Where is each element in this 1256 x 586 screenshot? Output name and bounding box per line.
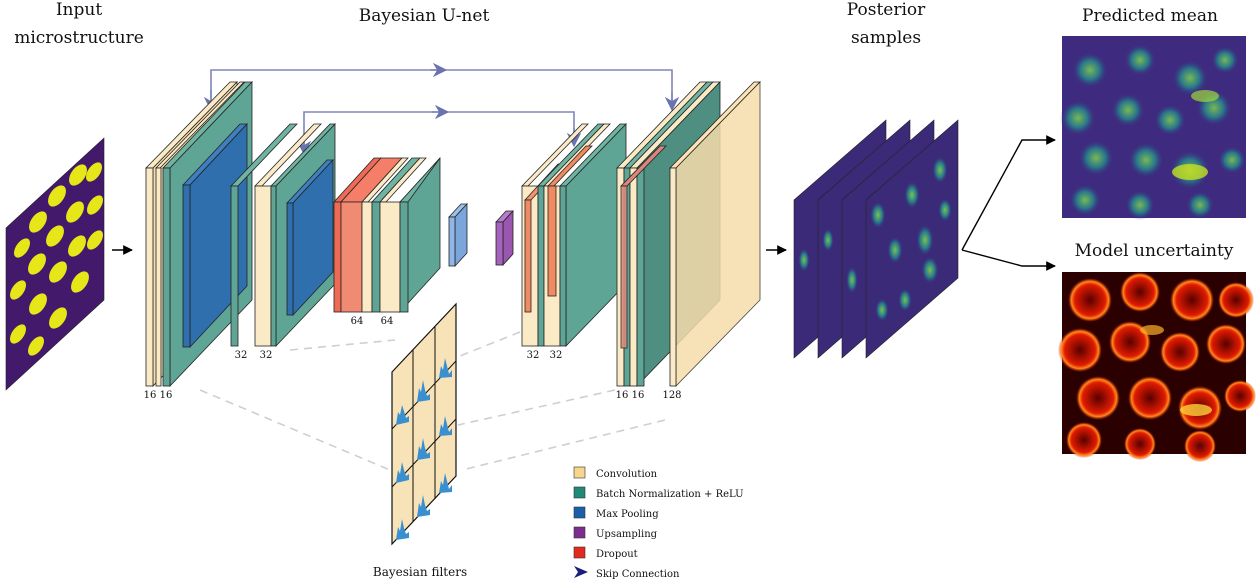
- encoder-block-2-labels: 32 32: [235, 350, 273, 361]
- input-title-line1: Input: [56, 0, 102, 20]
- dec2-label-b: 32: [550, 350, 563, 361]
- enc2-label-a: 32: [235, 350, 248, 361]
- filter-guide-lines: [199, 331, 666, 471]
- filters-title: Bayesian filters: [373, 565, 467, 579]
- enc1-label-a: 16: [144, 390, 157, 401]
- mean-title: Predicted mean: [1082, 6, 1218, 26]
- dec2-label-a: 32: [527, 350, 540, 361]
- output-arrows: [961, 135, 1056, 271]
- legend-label-batchnorm: Batch Normalization + ReLU: [596, 489, 744, 500]
- encoder-block-1-labels: 16 16: [144, 390, 173, 401]
- legend-item-maxpool: Max Pooling: [573, 506, 659, 520]
- legend-item-convolution: Convolution: [573, 466, 658, 480]
- mid-label-a: 64: [351, 316, 364, 327]
- posterior-title-line1: Posterior: [847, 0, 926, 20]
- uncertainty-title: Model uncertainty: [1075, 241, 1234, 261]
- legend-item-dropout: Dropout: [573, 546, 638, 560]
- upsample-small: [495, 209, 514, 267]
- predicted-mean-image: [1060, 36, 1246, 220]
- bottleneck-block: [333, 156, 441, 314]
- network-title: Bayesian U-net: [359, 6, 490, 26]
- arrowhead-icon: [574, 566, 588, 578]
- model-uncertainty-image: [1058, 272, 1256, 462]
- skip-connection-outer: [203, 62, 680, 112]
- input-microstructure-image: [5, 137, 105, 391]
- mid-label-b: 64: [381, 316, 394, 327]
- dec1-label-a: 16: [616, 390, 629, 401]
- posterior-samples-stack: [793, 119, 959, 359]
- enc1-label-b: 16: [160, 390, 173, 401]
- decoder-block-2-labels: 32 32: [527, 350, 563, 361]
- bottleneck-labels: 64 64: [351, 316, 394, 327]
- legend-label-upsampling: Upsampling: [596, 529, 658, 540]
- decoder-block-1-labels: 16 16 128: [616, 390, 682, 401]
- skip-connection-inner: [296, 104, 582, 156]
- encoder-block-1: [145, 81, 253, 387]
- dec1-label-b: 16: [632, 390, 645, 401]
- decoder-block-1: [616, 81, 761, 387]
- legend-item-batchnorm: Batch Normalization + ReLU: [573, 486, 744, 500]
- encoder-block-2: [230, 122, 336, 348]
- legend: Convolution Batch Normalization + ReLU M…: [573, 466, 744, 580]
- legend-item-upsampling: Upsampling: [573, 526, 658, 540]
- decoder-block-2: [521, 123, 627, 347]
- bayesian-filters-grid: [391, 302, 457, 546]
- pool-small: [448, 202, 468, 268]
- input-title-line2: microstructure: [14, 28, 144, 48]
- legend-label-dropout: Dropout: [596, 549, 638, 560]
- posterior-title-line2: samples: [851, 28, 921, 48]
- legend-label-convolution: Convolution: [596, 469, 658, 480]
- out-label: 128: [662, 390, 681, 401]
- legend-label-maxpool: Max Pooling: [596, 509, 659, 520]
- legend-label-skip: Skip Connection: [596, 569, 680, 580]
- legend-item-skip: Skip Connection: [574, 566, 680, 580]
- enc2-label-b: 32: [260, 350, 273, 361]
